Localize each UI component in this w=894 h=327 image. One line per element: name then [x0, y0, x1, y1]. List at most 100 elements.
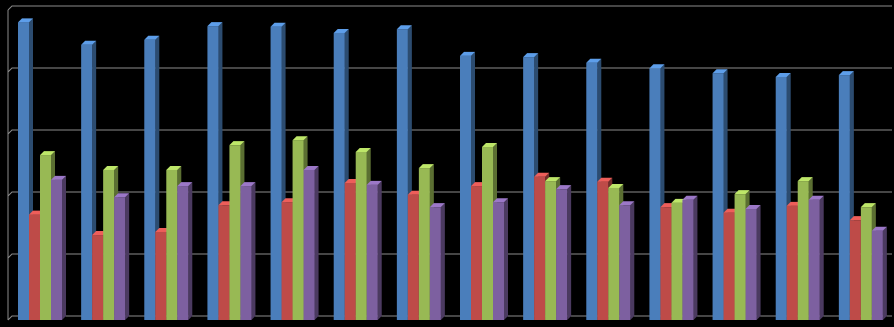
bar-front	[745, 209, 757, 320]
bar-front	[619, 205, 631, 320]
bar-front	[460, 55, 471, 320]
bar-side	[188, 182, 193, 320]
bar	[682, 195, 698, 320]
bar-top	[81, 40, 97, 45]
bar-top	[545, 177, 561, 182]
bar-front	[166, 169, 178, 320]
bar	[303, 165, 319, 320]
bar-top	[523, 53, 539, 58]
bar-top	[240, 182, 256, 187]
bar	[493, 198, 508, 320]
bar-top	[292, 136, 308, 141]
bar-side	[693, 195, 698, 320]
bar-top	[40, 151, 55, 156]
bar-top	[597, 177, 613, 182]
bar-top	[608, 183, 624, 188]
bar-top	[682, 195, 698, 200]
bar-side	[882, 226, 887, 320]
bar-side	[440, 203, 445, 320]
bar-top	[871, 226, 887, 231]
bar-front	[333, 32, 345, 320]
bar-front	[775, 76, 787, 321]
bar-front	[429, 207, 441, 320]
bar-side	[630, 201, 635, 320]
bar-top	[418, 164, 434, 169]
bar-top	[493, 198, 508, 203]
bar-top	[144, 35, 160, 40]
bar	[240, 182, 256, 320]
bar-front	[493, 202, 504, 320]
bar-top	[207, 22, 223, 27]
bar-front	[407, 194, 419, 320]
bar-front	[860, 207, 872, 320]
bar-front	[786, 205, 798, 320]
bar-front	[103, 169, 115, 320]
bar-side	[251, 182, 256, 320]
bar-top	[556, 185, 572, 190]
bar-front	[849, 220, 861, 320]
bar-front	[240, 186, 252, 320]
bar-side	[819, 195, 824, 320]
bar-top	[797, 177, 813, 182]
bar-front	[482, 147, 493, 320]
bar-top	[333, 28, 349, 33]
bar-front	[871, 230, 883, 320]
bar-front	[40, 155, 51, 320]
bar-front	[18, 22, 29, 321]
bar-front	[723, 212, 735, 320]
bar-front	[671, 202, 683, 320]
bar	[366, 180, 382, 320]
bar-front	[292, 140, 304, 320]
bar-top	[775, 72, 791, 77]
bar-front	[534, 176, 546, 320]
bar-top	[355, 147, 371, 152]
bar-top	[838, 71, 854, 76]
bar	[871, 226, 887, 320]
bar-side	[504, 198, 508, 320]
bar-top	[177, 182, 193, 187]
bar-top	[51, 175, 66, 180]
bar-front	[366, 184, 378, 320]
bar-front	[660, 207, 672, 320]
bar-front	[649, 68, 661, 320]
bar-side	[62, 175, 66, 320]
bar-front	[229, 145, 241, 320]
bar-top	[534, 172, 550, 177]
grid-line	[7, 5, 892, 11]
bar	[114, 193, 130, 320]
bar-top	[482, 143, 497, 148]
bar-front	[734, 194, 746, 320]
bar-top	[103, 165, 119, 170]
bar-front	[281, 202, 293, 320]
bar-front	[808, 199, 820, 320]
bar	[808, 195, 824, 320]
bar-side	[314, 165, 319, 320]
bar-top	[745, 205, 761, 210]
bar-front	[682, 199, 694, 320]
bar-top	[649, 64, 665, 69]
bar	[745, 205, 761, 320]
bar	[177, 182, 193, 320]
bar-front	[545, 181, 557, 320]
bar-side	[377, 180, 382, 320]
bar	[619, 201, 635, 320]
bar-front	[114, 197, 126, 320]
bar-top	[734, 190, 750, 195]
bar-top	[619, 201, 635, 206]
bar-front	[418, 168, 430, 320]
bar-front	[218, 205, 230, 320]
bar-front	[92, 235, 104, 320]
bar-front	[355, 151, 367, 320]
bar-front	[608, 187, 620, 320]
bar-front	[344, 182, 356, 320]
bar-front	[556, 189, 568, 320]
bar-front	[207, 26, 219, 321]
bar-top	[712, 69, 728, 74]
bar-top	[366, 180, 382, 185]
bar-side	[125, 193, 130, 320]
bar-top	[808, 195, 824, 200]
bar-side	[756, 205, 761, 320]
bar	[429, 203, 445, 320]
bar-top	[166, 165, 182, 170]
